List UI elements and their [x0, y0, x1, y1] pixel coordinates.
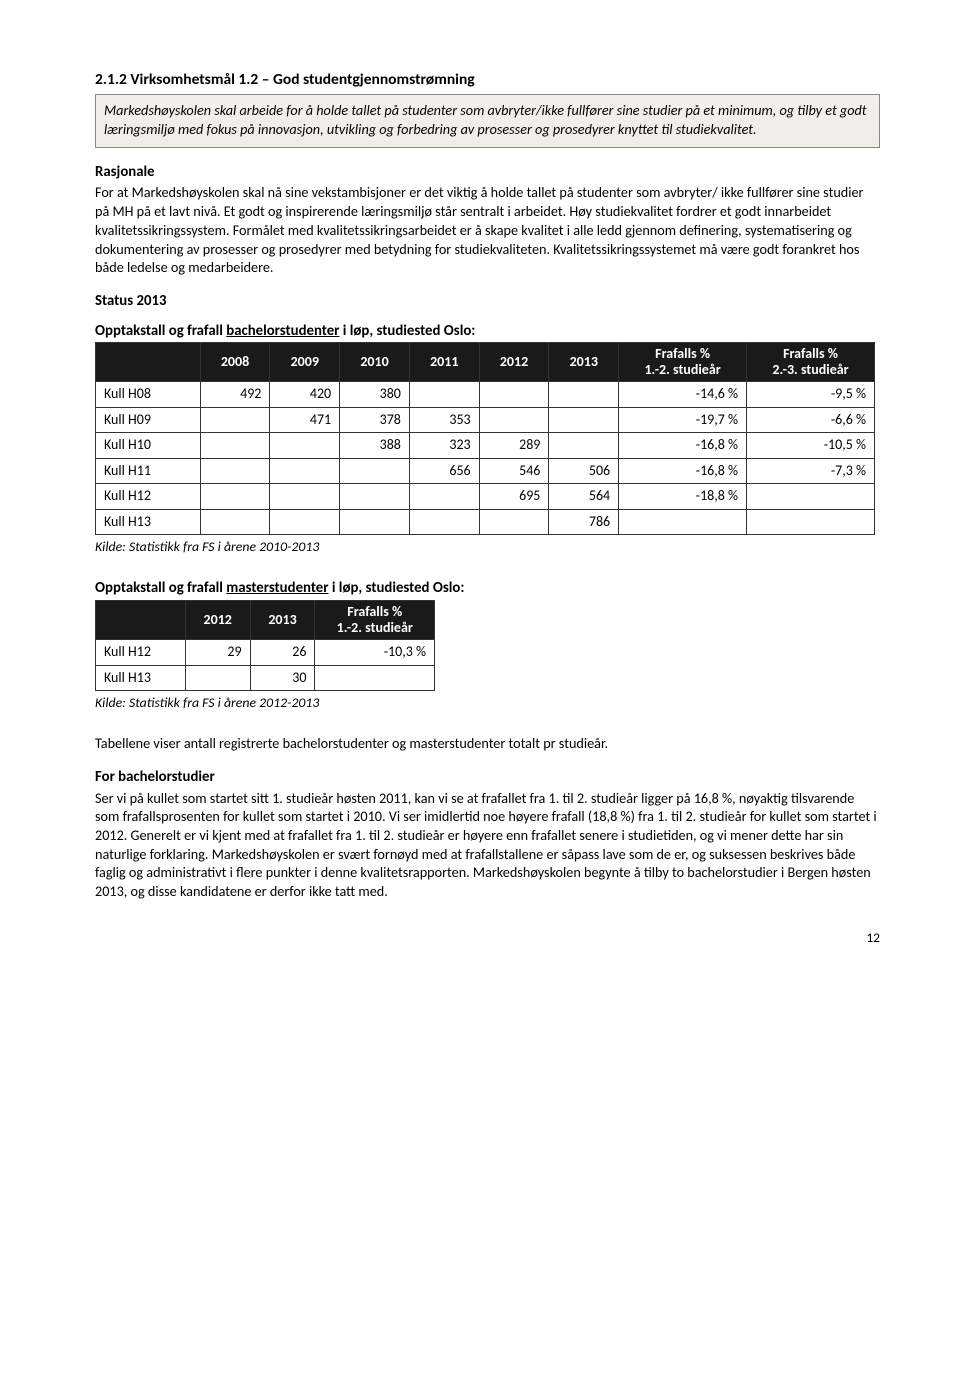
table2-title-post: i løp, studiested Oslo:: [328, 578, 464, 596]
table1-title-pre: Opptakstall og frafall: [95, 321, 226, 339]
table2-caption: Kilde: Statistikk fra FS i årene 2012-20…: [95, 694, 880, 712]
table-header-year: 2013: [549, 343, 619, 382]
bachelor-text: Ser vi på kullet som startet sitt 1. stu…: [95, 789, 880, 901]
status-heading: Status 2013: [95, 291, 880, 311]
table-header-year: 2013: [250, 600, 315, 639]
table-header-year: 2011: [409, 343, 479, 382]
table-header-pct2: Frafalls %2.-3. studieår: [747, 343, 875, 382]
table-row: Kull H12 29 26 -10,3 %: [96, 640, 435, 665]
table-header-pct1: Frafalls %1.-2. studieår: [619, 343, 747, 382]
table1-title: Opptakstall og frafall bachelorstudenter…: [95, 321, 880, 341]
table1-caption: Kilde: Statistikk fra FS i årene 2010-20…: [95, 538, 880, 556]
rationale-text: For at Markedshøyskolen skal nå sine vek…: [95, 183, 880, 277]
table-header-pct1: Frafalls %1.-2. studieår: [315, 600, 435, 639]
goal-box: Markedshøyskolen skal arbeide for å hold…: [95, 94, 880, 147]
rationale-heading: Rasjonale: [95, 162, 880, 182]
table-header-year: 2008: [200, 343, 270, 382]
page-number: 12: [95, 929, 880, 947]
table-row: Kull H13 786: [96, 509, 875, 534]
bachelor-heading: For bachelorstudier: [95, 767, 880, 787]
table2-title-pre: Opptakstall og frafall: [95, 578, 226, 596]
table-row: Kull H09 471 378 353 -19,7 % -6,6 %: [96, 407, 875, 432]
table-header-year: 2009: [270, 343, 340, 382]
section-title: 2.1.2 Virksomhetsmål 1.2 – God studentgj…: [95, 70, 880, 90]
table1-title-under: bachelorstudenter: [226, 321, 339, 339]
table-row: Kull H10 388 323 289 -16,8 % -10,5 %: [96, 433, 875, 458]
table2-title-under: masterstudenter: [226, 578, 328, 596]
table-row: Kull H08 492 420 380 -14,6 % -9,5 %: [96, 382, 875, 407]
bachelor-table: 2008 2009 2010 2011 2012 2013 Frafalls %…: [95, 342, 875, 535]
table-header-year: 2010: [340, 343, 410, 382]
table2-title: Opptakstall og frafall masterstudenter i…: [95, 578, 880, 598]
master-table: 2012 2013 Frafalls %1.-2. studieår Kull …: [95, 600, 435, 691]
table-row: Kull H13 30: [96, 665, 435, 690]
table-header-year: 2012: [479, 343, 549, 382]
after-tables-para: Tabellene viser antall registrerte bache…: [95, 734, 880, 753]
table-header-year: 2012: [185, 600, 250, 639]
table-header-empty: [96, 343, 201, 382]
table1-title-post: i løp, studiested Oslo:: [339, 321, 475, 339]
table-row: Kull H11 656 546 506 -16,8 % -7,3 %: [96, 458, 875, 483]
table-header-empty: [96, 600, 186, 639]
table-row: Kull H12 695 564 -18,8 %: [96, 484, 875, 509]
